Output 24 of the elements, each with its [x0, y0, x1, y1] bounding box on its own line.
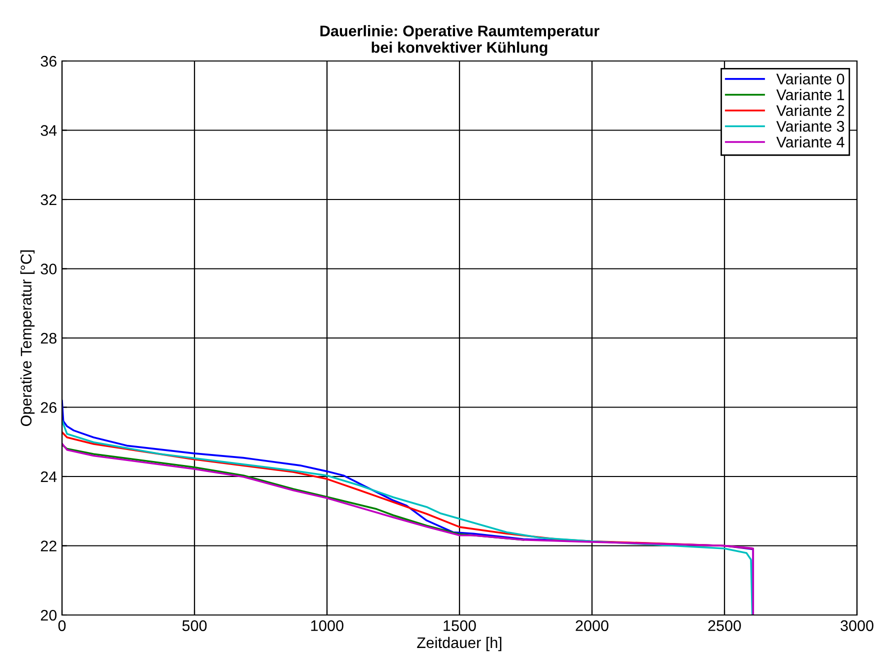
y-tick-label: 36 [40, 56, 56, 67]
x-tick-label: 1000 [311, 620, 344, 632]
y-tick-label: 26 [40, 402, 56, 413]
x-tick-label: 2500 [708, 620, 741, 632]
x-tick-label: 3000 [840, 620, 874, 632]
legend-label: Variante 2 [776, 104, 844, 116]
chart-title: Dauerlinie: Operative Raumtemperatur bei konvektiver Kühlung [320, 25, 600, 56]
y-tick-label: 30 [40, 264, 57, 274]
legend-label: Variante 0 [776, 73, 844, 84]
legend-label: Variante 1 [776, 88, 844, 100]
x-tick-label: 2000 [576, 620, 608, 632]
y-tick-label: 22 [40, 540, 56, 552]
y-tick-label: 28 [40, 332, 56, 344]
x-tick-label: 500 [182, 620, 207, 632]
y-tick-label: 34 [40, 125, 57, 136]
x-tick-label: 0 [58, 620, 66, 632]
legend-label: Variante 4 [776, 136, 844, 148]
x-tick-label: 1500 [444, 620, 476, 632]
y-tick-label: 24 [40, 471, 57, 482]
x-axis-title: Zeitdauer [h] [417, 636, 502, 652]
y-tick-label: 32 [40, 194, 56, 206]
legend-label: Variante 3 [776, 120, 844, 132]
y-axis-title: Operative Temperatur [°C] [20, 250, 35, 426]
y-tick-label: 20 [40, 610, 57, 621]
